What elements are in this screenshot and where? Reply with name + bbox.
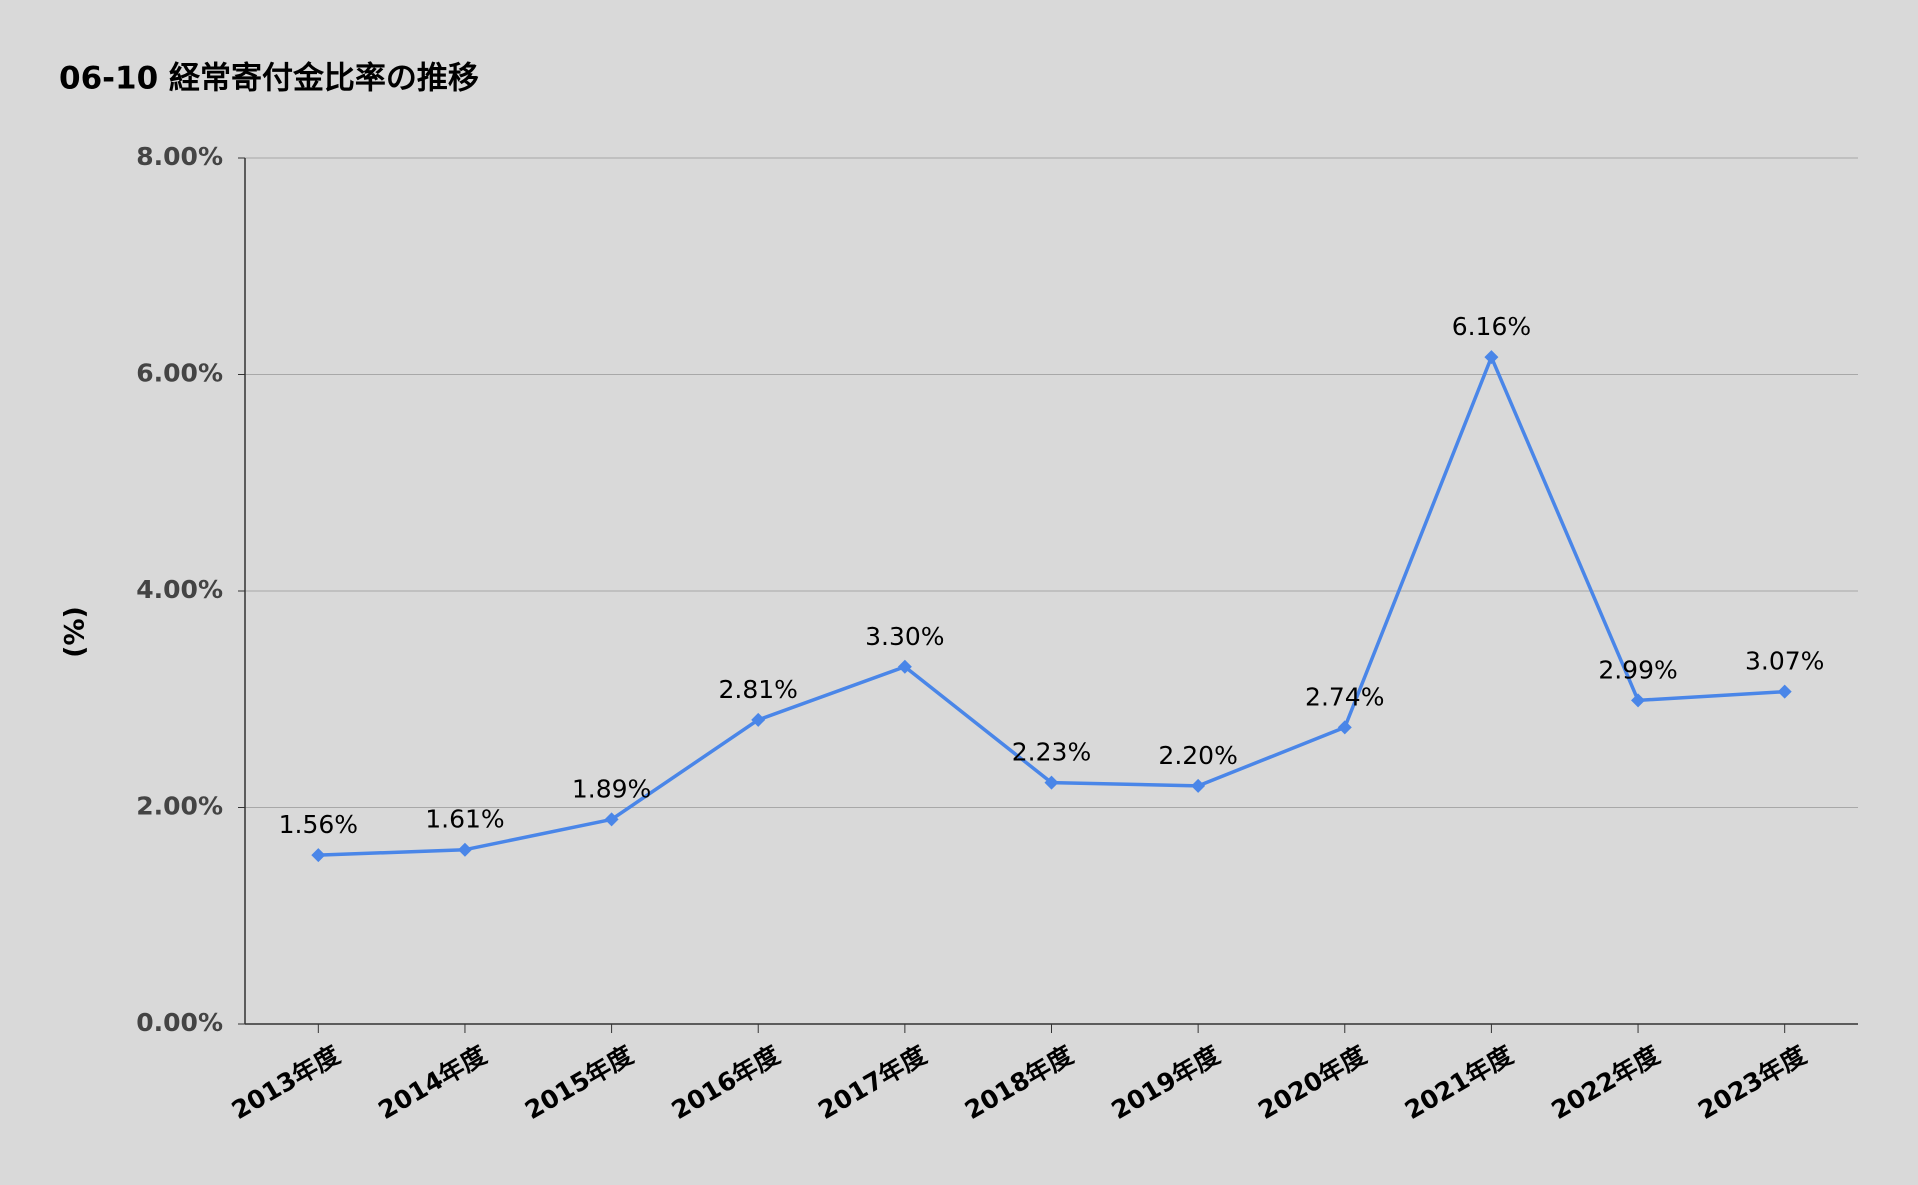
data-point: [457, 842, 472, 857]
y-tick-label: 4.00%: [136, 575, 223, 604]
data-point: [1337, 720, 1352, 735]
data-label: 3.07%: [1745, 647, 1824, 676]
data-point: [604, 812, 619, 827]
data-label: 2.23%: [1012, 738, 1091, 767]
data-point: [1484, 350, 1499, 365]
data-label: 2.20%: [1158, 741, 1237, 770]
y-tick-label: 6.00%: [136, 359, 223, 388]
y-tick-label: 8.00%: [136, 142, 223, 171]
data-label: 1.89%: [572, 774, 651, 803]
data-point: [751, 712, 766, 727]
data-point: [1044, 775, 1059, 790]
data-point: [311, 848, 326, 863]
data-label: 2.74%: [1305, 682, 1384, 711]
data-label: 1.56%: [279, 810, 358, 839]
data-label: 2.99%: [1598, 655, 1677, 684]
data-point: [1191, 778, 1206, 793]
data-label: 2.81%: [719, 675, 798, 704]
y-axis-label: (%): [60, 606, 91, 658]
data-point: [897, 659, 912, 674]
data-point: [1777, 684, 1792, 699]
chart-title: 06-10 経常寄付金比率の推移: [59, 61, 479, 97]
data-point: [1631, 693, 1646, 708]
y-tick-label: 2.00%: [136, 792, 223, 821]
data-label: 6.16%: [1452, 312, 1531, 341]
y-tick-label: 0.00%: [136, 1008, 223, 1037]
data-label: 1.61%: [425, 805, 504, 834]
data-label: 3.30%: [865, 622, 944, 651]
